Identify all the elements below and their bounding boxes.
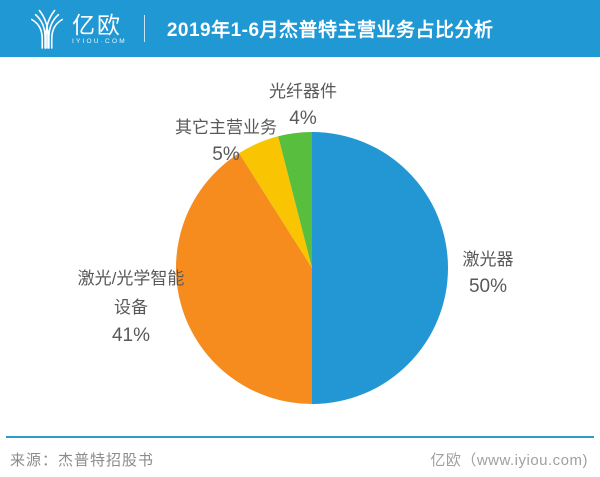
pie-slice	[312, 132, 448, 404]
source-note: 来源：杰普特招股书	[10, 452, 155, 469]
slice-label-text: 其它主营业务	[175, 118, 277, 137]
pie-chart	[176, 132, 448, 404]
slice-label-percent: 50%	[468, 276, 508, 297]
slice-label-text-line2: 设备	[113, 298, 148, 317]
pie-slice	[176, 153, 312, 404]
slice-label-percent: 4%	[289, 108, 317, 129]
brand-text-block: 亿欧 IYIOU·COM	[72, 13, 127, 45]
slice-label-text: 光纤器件	[269, 82, 337, 101]
pie-slice	[278, 132, 312, 268]
slice-label-fiber: 光纤器件 4%	[269, 78, 337, 133]
slice-label-percent: 41%	[111, 325, 151, 346]
slice-label-percent: 5%	[212, 144, 240, 165]
footer-separator-line	[6, 436, 594, 438]
brand-logo: 亿欧 IYIOU·COM	[28, 8, 127, 50]
brand-name: 亿欧	[72, 11, 122, 38]
pie-slice	[239, 136, 312, 268]
page-title: 2019年1-6月杰普特主营业务占比分析	[166, 20, 494, 41]
brand-subtitle: IYIOU·COM	[72, 37, 127, 45]
slice-label-text: 激光器	[462, 250, 514, 269]
slice-label-laser: 激光器 50%	[463, 246, 514, 301]
slice-label-text-line1: 激光/光学智能	[77, 269, 185, 288]
slice-label-equipment: 激光/光学智能 设备 41%	[78, 264, 185, 350]
footer-brand: 亿欧（www.iyiou.com)	[430, 452, 588, 469]
slice-label-other: 其它主营业务 5%	[175, 114, 277, 169]
header-bar: 亿欧 IYIOU·COM 2019年1-6月杰普特主营业务占比分析	[0, 0, 600, 57]
iyiou-logo-icon	[30, 9, 64, 49]
header-divider	[143, 15, 145, 42]
